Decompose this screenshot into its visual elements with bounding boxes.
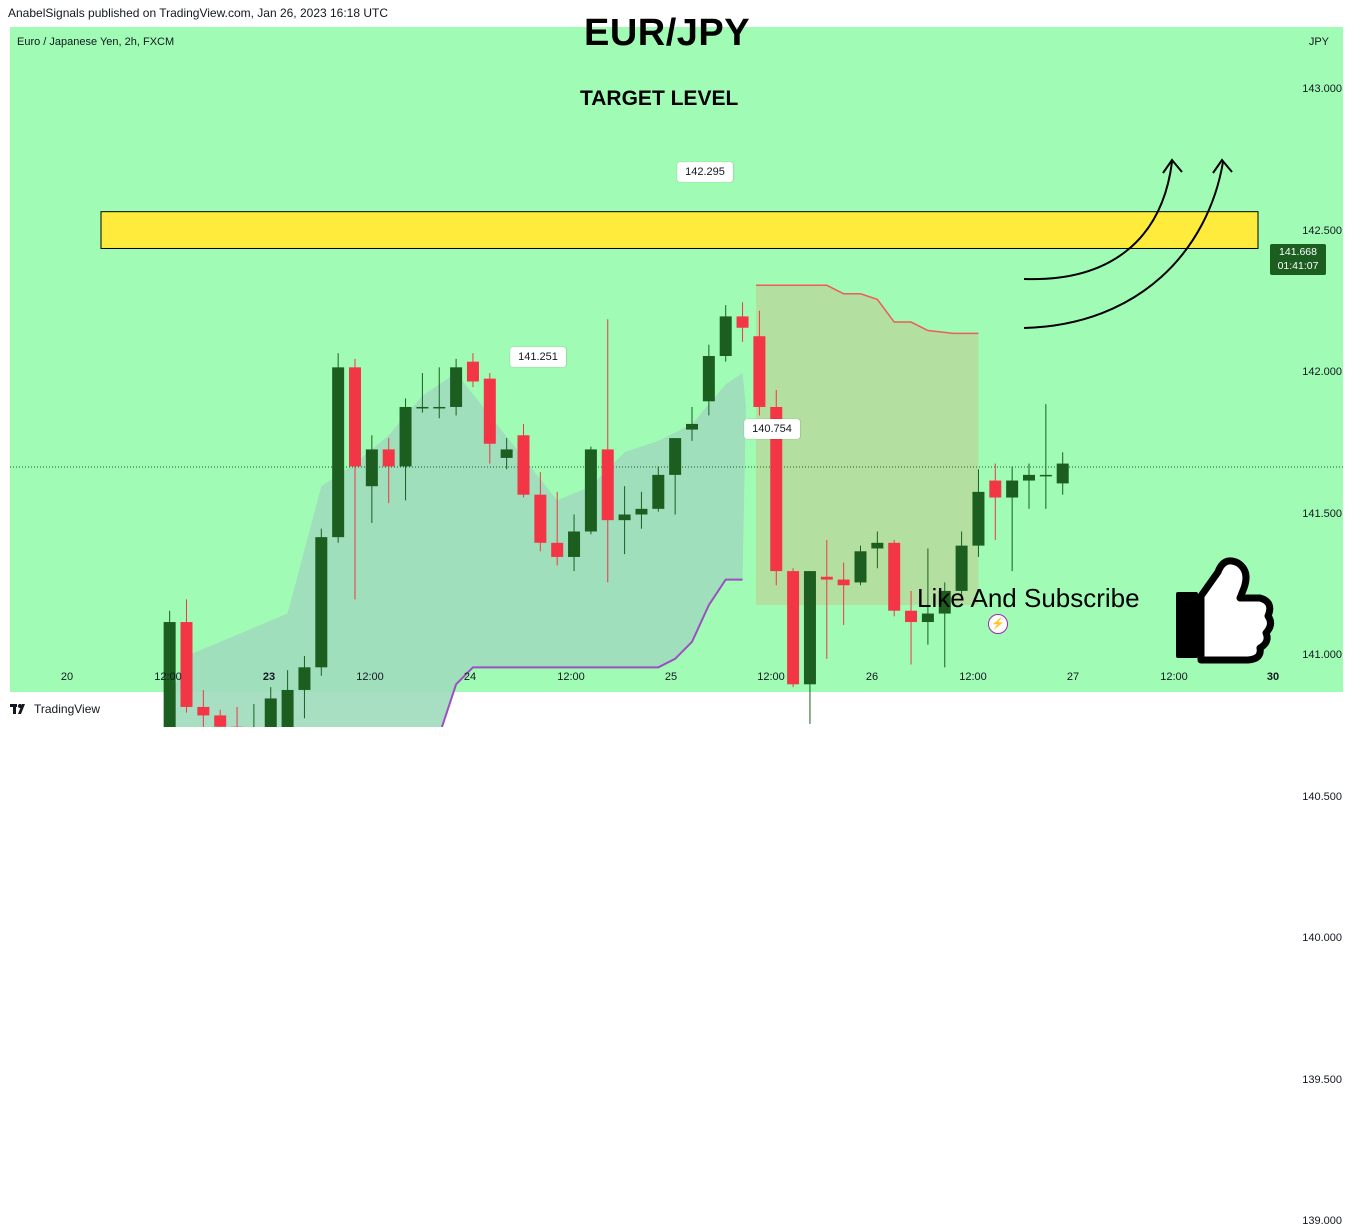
candle-body	[1040, 475, 1052, 477]
candle-body	[501, 449, 513, 457]
y-tick-label: 140.000	[1302, 932, 1342, 944]
x-tick-label: 12:00	[356, 671, 384, 683]
candle-body	[871, 543, 883, 549]
y-tick-label: 143.000	[1302, 83, 1342, 95]
x-tick-label: 12:00	[154, 671, 182, 683]
candle-body	[737, 316, 749, 327]
candle-body	[652, 475, 664, 509]
candle-body	[972, 492, 984, 546]
countdown-value: 01:41:07	[1270, 259, 1326, 273]
candle-body	[669, 438, 681, 475]
y-tick-label: 139.000	[1302, 1215, 1342, 1227]
candle-body	[1006, 481, 1018, 498]
x-tick-label: 27	[1067, 671, 1079, 683]
bolt-icon[interactable]: ⚡	[988, 614, 1008, 634]
candle-body	[602, 449, 614, 520]
candle-body	[214, 715, 226, 726]
x-tick-label: 24	[464, 671, 476, 683]
candle-body	[197, 707, 209, 715]
candle-body	[282, 690, 294, 727]
candle-body	[298, 667, 310, 690]
candle-body	[366, 449, 378, 486]
candle-body	[922, 614, 934, 622]
chart-title: EUR/JPY	[584, 12, 750, 55]
footer: TradingView	[10, 702, 100, 716]
candle-body	[703, 356, 715, 401]
arrow-head	[1163, 160, 1182, 173]
footer-brand: TradingView	[34, 702, 100, 716]
y-tick-label: 141.000	[1302, 649, 1342, 661]
candle-body	[315, 537, 327, 667]
annotation-high: 142.295	[677, 162, 733, 182]
thumbs-up-icon	[1178, 594, 1196, 656]
candle-body	[787, 571, 799, 684]
right-zone	[756, 285, 978, 605]
annotation-mid: 141.251	[510, 347, 566, 367]
like-and-subscribe-text: Like And Subscribe	[917, 583, 1140, 614]
x-tick-label: 25	[665, 671, 677, 683]
x-tick-label: 26	[866, 671, 878, 683]
candle-body	[484, 379, 496, 444]
y-tick-label: 142.000	[1302, 366, 1342, 378]
last-price-value: 141.668	[1270, 245, 1326, 259]
candle-body	[1023, 475, 1035, 481]
tradingview-logo-icon	[10, 703, 28, 715]
candle-body	[635, 509, 647, 515]
x-tick-label: 23	[263, 671, 275, 683]
candle-body	[400, 407, 412, 466]
candle-body	[838, 580, 850, 586]
candle-body	[686, 424, 698, 430]
last-price-badge: 141.668 01:41:07	[1270, 244, 1326, 275]
candle-body	[181, 622, 193, 707]
candle-body	[450, 367, 462, 407]
candle-body	[467, 362, 479, 382]
annotation-low: 140.754	[744, 419, 800, 439]
thumbs-up-icon	[1201, 561, 1271, 660]
candle-body	[551, 543, 563, 557]
candle-body	[433, 407, 445, 409]
candle-body	[888, 543, 900, 611]
candle-body	[383, 449, 395, 466]
y-tick-label: 140.500	[1302, 791, 1342, 803]
x-tick-label: 12:00	[959, 671, 987, 683]
x-tick-label: 12:00	[557, 671, 585, 683]
candle-body	[855, 551, 867, 582]
target-level-label: TARGET LEVEL	[580, 87, 738, 111]
x-tick-label: 12:00	[757, 671, 785, 683]
candle-body	[720, 316, 732, 356]
candle-body	[534, 495, 546, 543]
candle-body	[568, 531, 580, 556]
candle-body	[265, 698, 277, 727]
candle-body	[989, 481, 1001, 498]
candle-body	[619, 515, 631, 521]
candle-body	[518, 435, 530, 494]
y-tick-label: 141.500	[1302, 508, 1342, 520]
candle-body	[585, 449, 597, 531]
candle-body	[416, 407, 428, 409]
candle-body	[1057, 464, 1069, 484]
candle-body	[753, 336, 765, 407]
target-zone	[101, 212, 1258, 249]
x-tick-label: 30	[1267, 671, 1279, 683]
candle-body	[332, 367, 344, 537]
candle-body	[349, 367, 361, 466]
y-tick-label: 142.500	[1302, 225, 1342, 237]
x-tick-label: 12:00	[1160, 671, 1188, 683]
candle-body	[804, 571, 816, 684]
candle-body	[821, 577, 833, 580]
y-tick-label: 139.500	[1302, 1074, 1342, 1086]
x-tick-label: 20	[61, 671, 73, 683]
candle-body	[905, 611, 917, 622]
